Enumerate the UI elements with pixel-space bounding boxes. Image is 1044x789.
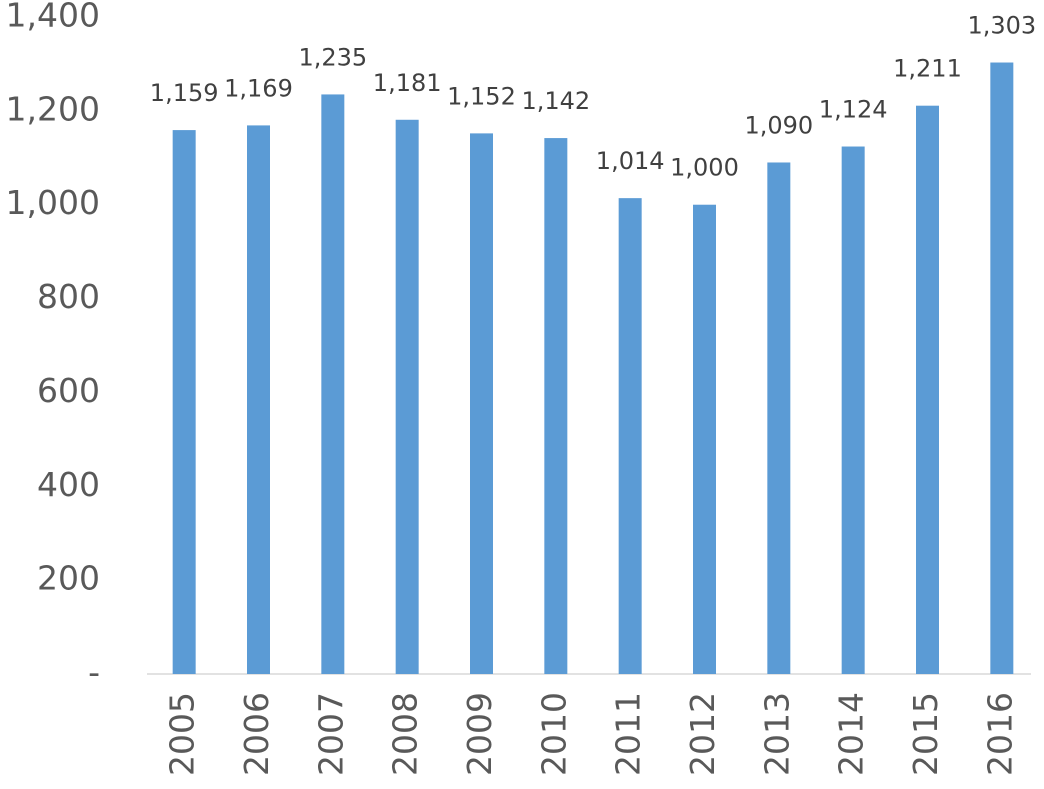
value-label: 1,142 <box>521 87 590 115</box>
bar <box>618 198 642 674</box>
x-tick-label: 2012 <box>683 692 722 776</box>
value-label: 1,303 <box>967 12 1036 40</box>
y-tick-label: 600 <box>37 371 100 410</box>
value-label: 1,014 <box>596 147 665 175</box>
bar <box>247 125 270 674</box>
bar <box>767 162 791 674</box>
bar <box>990 62 1014 675</box>
x-tick-label: 2009 <box>460 692 499 776</box>
value-label: 1,181 <box>373 69 442 97</box>
y-tick-label: 800 <box>37 277 100 316</box>
y-tick-label: 1,200 <box>6 89 100 128</box>
x-tick-label: 2015 <box>906 692 945 776</box>
x-tick-label: 2010 <box>534 692 573 776</box>
value-label: 1,235 <box>298 43 367 71</box>
x-tick-label: 2014 <box>832 692 871 776</box>
x-tick-label: 2016 <box>980 692 1019 776</box>
bar <box>841 146 865 675</box>
value-label: 1,124 <box>819 96 888 124</box>
y-tick-label: - <box>88 653 100 692</box>
y-tick-label: 1,000 <box>6 183 100 222</box>
x-tick-label: 2013 <box>757 692 796 776</box>
value-label: 1,211 <box>893 55 962 83</box>
x-tick-label: 2007 <box>311 692 350 776</box>
value-label: 1,152 <box>447 82 516 110</box>
y-tick-label: 200 <box>37 559 100 598</box>
value-label: 1,000 <box>670 154 739 182</box>
bar <box>172 130 196 675</box>
value-label: 1,090 <box>744 111 813 139</box>
x-tick-label: 2006 <box>237 692 276 776</box>
bar <box>693 204 716 674</box>
x-tick-label: 2011 <box>609 692 648 776</box>
y-tick-label: 400 <box>37 465 100 504</box>
bar <box>470 133 493 674</box>
value-label: 1,169 <box>224 74 293 102</box>
y-tick-label: 1,400 <box>6 0 100 35</box>
x-tick-label: 2008 <box>386 692 425 776</box>
bar <box>395 119 419 675</box>
value-label: 1,159 <box>150 79 219 107</box>
x-tick-label: 2005 <box>163 692 202 776</box>
bar <box>544 138 568 675</box>
bar <box>916 105 939 674</box>
bar <box>321 94 345 675</box>
